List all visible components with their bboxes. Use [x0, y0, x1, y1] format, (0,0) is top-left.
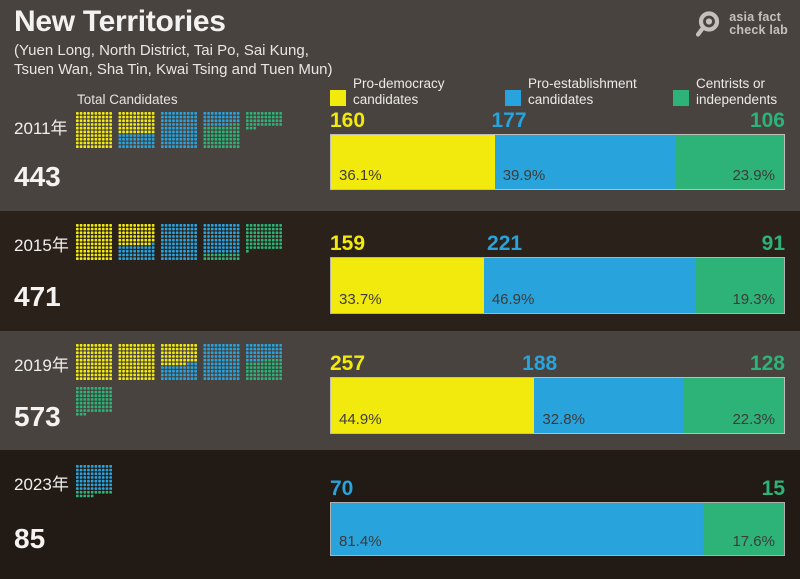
band-2011: New Territories (Yuen Long, North Distri…	[0, 0, 800, 211]
bar-count-cell: 188	[522, 353, 672, 375]
bar-count-cell: 128	[672, 353, 785, 375]
stacked-bar-2011: 36.1% 39.9% 23.9%	[330, 134, 785, 190]
segment-pct-label: 23.9%	[732, 167, 775, 184]
total-2015: 471	[14, 281, 61, 312]
legend-swatch-green	[673, 90, 689, 106]
bar-segment-pro-democracy: 36.1%	[331, 135, 495, 189]
segment-pct-label: 36.1%	[339, 167, 382, 184]
bar-count-cell: 91	[692, 233, 785, 255]
stacked-bar-2019: 44.9% 32.8% 22.3%	[330, 377, 785, 434]
page-subtitle: (Yuen Long, North District, Tai Po, Sai …	[14, 41, 333, 79]
segment-pct-label: 46.9%	[491, 291, 535, 308]
segment-pct-label: 22.3%	[732, 411, 775, 428]
year-label-2023: 2023年	[14, 475, 69, 494]
bar-segment-pro-establishment: 81.4%	[331, 503, 704, 555]
total-2019: 573	[14, 401, 61, 432]
segment-pct-label: 19.3%	[732, 291, 775, 308]
bar-count-cell: 70	[330, 478, 689, 500]
bar-counts-2015: 159 221 91	[330, 229, 785, 255]
year-label-2019: 2019年	[14, 356, 69, 375]
bar-count-cell: 177	[491, 110, 666, 132]
bar-segment-centrists-independents: 22.3%	[682, 378, 784, 433]
legend-label: Pro-establishment candidates	[528, 76, 637, 107]
bar-segment-pro-establishment: 46.9%	[483, 258, 697, 313]
stacked-bar-2023: 81.4% 17.6%	[330, 502, 785, 556]
legend-item-pro-establishment: Pro-establishment candidates	[505, 76, 637, 108]
legend-swatch-yellow	[330, 90, 346, 106]
segment-count-label: 106	[749, 109, 785, 132]
segment-pct-label: 81.4%	[339, 533, 382, 550]
waffle-chart	[76, 465, 112, 498]
segment-count-label: 221	[487, 232, 523, 255]
asia-fact-check-lab-logo: asia fact check lab	[693, 9, 788, 39]
waffle-2015	[76, 224, 288, 267]
subtitle-line-2: Tsuen Wan, Sha Tin, Kwai Tsing and Tuen …	[14, 61, 333, 78]
waffle-2023	[76, 465, 288, 508]
year-label-2015: 2015年	[14, 236, 69, 255]
legend-item-pro-democracy: Pro-democracy candidates	[330, 76, 445, 108]
bar-counts-2023: 70 15	[330, 474, 785, 500]
total-candidates-label: Total Candidates	[77, 92, 178, 107]
bar-segment-centrists-independents: 19.3%	[696, 258, 784, 313]
stacked-bar-2015: 33.7% 46.9% 19.3%	[330, 257, 785, 314]
legend-swatch-blue	[505, 90, 521, 106]
waffle-2019	[76, 344, 288, 429]
legend-item-centrists: Centrists or independents	[673, 76, 777, 108]
page-title: New Territories	[14, 5, 226, 38]
logo-text-line-1: asia fact	[729, 9, 782, 24]
magnifier-icon	[696, 11, 720, 37]
band-2015: 2015年 471 159 221 91 33.7% 46.9% 19.3%	[0, 211, 800, 331]
subtitle-line-1: (Yuen Long, North District, Tai Po, Sai …	[14, 42, 309, 59]
segment-count-label: 177	[491, 109, 527, 132]
bar-counts-2011: 160 177 106	[330, 106, 785, 132]
segment-pct-label: 44.9%	[339, 411, 382, 428]
bar-count-cell: 160	[330, 110, 491, 132]
year-label-2011: 2011年	[14, 119, 68, 138]
segment-pct-label: 32.8%	[542, 411, 585, 428]
segment-count-label: 159	[330, 232, 366, 255]
bar-counts-2019: 257 188 128	[330, 349, 785, 375]
waffle-chart	[76, 224, 282, 260]
bar-count-cell: 15	[689, 478, 785, 500]
logo-text: asia fact check lab	[729, 9, 788, 38]
total-2023: 85	[14, 523, 46, 554]
segment-pct-label: 39.9%	[502, 167, 546, 184]
legend-label: Pro-democracy candidates	[353, 76, 445, 107]
segment-count-label: 91	[761, 232, 785, 255]
bar-segment-pro-establishment: 39.9%	[494, 135, 676, 189]
bar-segment-centrists-independents: 17.6%	[703, 503, 784, 555]
waffle-chart	[76, 112, 282, 148]
waffle-chart	[76, 344, 282, 416]
segment-count-label: 160	[330, 109, 366, 132]
bar-count-cell: 159	[330, 233, 487, 255]
band-2023: 2023年 85 70 15 81.4% 17.6%	[0, 450, 800, 579]
segment-count-label: 70	[330, 477, 354, 500]
bar-segment-centrists-independents: 23.9%	[675, 135, 784, 189]
band-2019: 2019年 573 257 188 128 44.9% 32.8% 22.3%	[0, 331, 800, 450]
legend-label: Centrists or independents	[696, 76, 778, 107]
bar-count-cell: 221	[487, 233, 692, 255]
segment-pct-label: 17.6%	[732, 533, 775, 550]
logo-text-line-2: check lab	[729, 23, 788, 37]
bar-count-cell: 257	[330, 353, 522, 375]
bar-segment-pro-establishment: 32.8%	[534, 378, 683, 433]
segment-count-label: 188	[522, 352, 558, 375]
bar-segment-pro-democracy: 33.7%	[331, 258, 484, 313]
total-2011: 443	[14, 161, 61, 192]
segment-count-label: 128	[749, 352, 785, 375]
bar-segment-pro-democracy: 44.9%	[331, 378, 535, 433]
segment-count-label: 15	[761, 477, 785, 500]
segment-count-label: 257	[330, 352, 366, 375]
bar-count-cell: 106	[666, 110, 785, 132]
waffle-2011	[76, 112, 288, 155]
segment-pct-label: 33.7%	[339, 291, 382, 308]
